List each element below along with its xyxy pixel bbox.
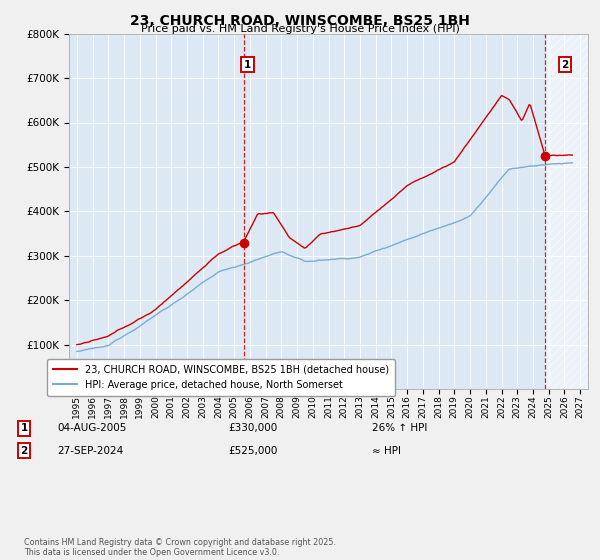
Text: 1: 1	[244, 60, 251, 69]
Text: 27-SEP-2024: 27-SEP-2024	[57, 446, 123, 456]
Text: 2: 2	[562, 60, 569, 69]
Text: ≈ HPI: ≈ HPI	[372, 446, 401, 456]
Text: 04-AUG-2005: 04-AUG-2005	[57, 423, 127, 433]
Text: Price paid vs. HM Land Registry's House Price Index (HPI): Price paid vs. HM Land Registry's House …	[140, 24, 460, 34]
Text: £525,000: £525,000	[228, 446, 277, 456]
Text: Contains HM Land Registry data © Crown copyright and database right 2025.
This d: Contains HM Land Registry data © Crown c…	[24, 538, 336, 557]
Legend: 23, CHURCH ROAD, WINSCOMBE, BS25 1BH (detached house), HPI: Average price, detac: 23, CHURCH ROAD, WINSCOMBE, BS25 1BH (de…	[47, 359, 395, 395]
Text: £330,000: £330,000	[228, 423, 277, 433]
Text: 23, CHURCH ROAD, WINSCOMBE, BS25 1BH: 23, CHURCH ROAD, WINSCOMBE, BS25 1BH	[130, 14, 470, 28]
Bar	[545, 34, 588, 389]
Text: 26% ↑ HPI: 26% ↑ HPI	[372, 423, 427, 433]
Text: 2: 2	[20, 446, 28, 456]
Text: 1: 1	[20, 423, 28, 433]
